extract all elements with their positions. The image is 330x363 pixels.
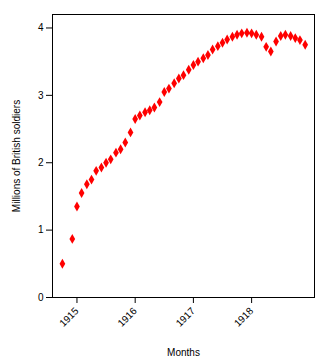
svg-text:Millions of British soldiers: Millions of British soldiers <box>11 100 22 212</box>
svg-text:3: 3 <box>38 90 44 101</box>
svg-text:1917: 1917 <box>174 305 198 329</box>
svg-text:2: 2 <box>38 157 44 168</box>
svg-text:1916: 1916 <box>115 305 139 329</box>
svg-text:1: 1 <box>38 224 44 235</box>
svg-text:Months: Months <box>167 347 200 358</box>
svg-text:1915: 1915 <box>57 305 81 329</box>
svg-text:4: 4 <box>38 22 44 33</box>
svg-text:0: 0 <box>38 292 44 303</box>
svg-text:1918: 1918 <box>232 305 256 329</box>
